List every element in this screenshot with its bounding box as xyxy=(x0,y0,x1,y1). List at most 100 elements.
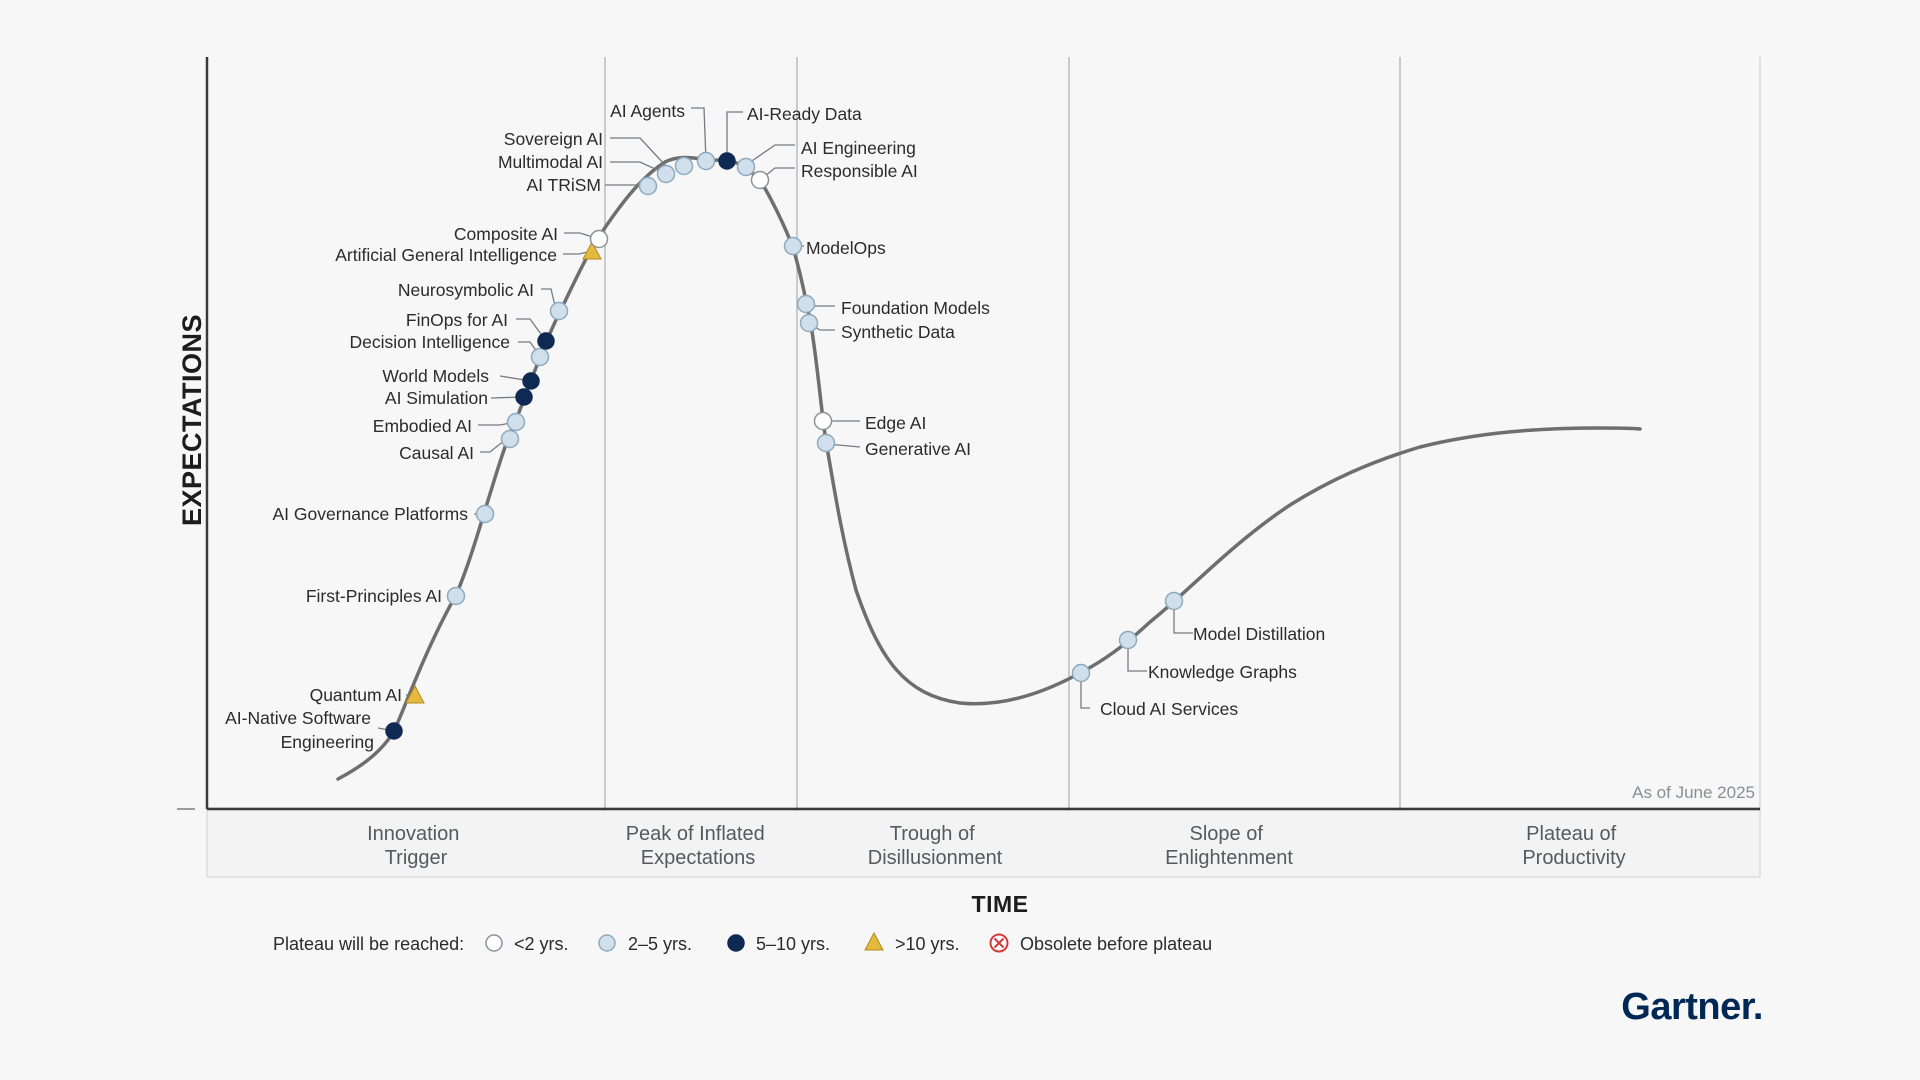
phase-label-trough: Trough of Disillusionment xyxy=(868,823,1003,869)
marker-embodied-ai xyxy=(506,412,526,432)
label-ai-ready-data: AI-Ready Data xyxy=(747,104,862,124)
marker-generative-ai xyxy=(816,433,836,453)
marker-finops-for-ai xyxy=(537,332,555,350)
leader-line xyxy=(1080,673,1090,709)
legend-marker-2to5 xyxy=(598,934,616,952)
label-ai-engineering: AI Engineering xyxy=(801,138,916,158)
leader-line xyxy=(1127,640,1147,672)
phase-label-line: Trough of xyxy=(890,823,975,845)
label-edge-ai: Edge AI xyxy=(865,413,926,433)
label-foundation-models: Foundation Models xyxy=(841,298,990,318)
label-multimodal-ai: Multimodal AI xyxy=(498,152,603,172)
phase-label-line: Expectations xyxy=(641,847,756,869)
label-knowledge-graphs: Knowledge Graphs xyxy=(1148,662,1297,682)
marker-model-distillation xyxy=(1164,591,1184,611)
label-first-principles-ai: First-Principles AI xyxy=(306,586,442,606)
legend-marker-5to10 xyxy=(727,934,745,952)
obsolete-icon-stroke xyxy=(993,937,1005,949)
leader-line xyxy=(691,107,707,162)
leader-line xyxy=(726,111,743,160)
marker-first-principles-ai xyxy=(446,586,466,606)
legend-marker-obsolete xyxy=(989,933,1009,953)
marker-quantum-ai xyxy=(405,684,425,704)
leader-lines xyxy=(377,107,1193,732)
label-ai-native-software-engineering-line1: AI-Native Software xyxy=(225,708,371,728)
phase-label-line: Disillusionment xyxy=(868,847,1003,869)
marker-world-models xyxy=(522,372,540,390)
marker-artificial-general-intelligence xyxy=(582,240,602,260)
label-generative-ai: Generative AI xyxy=(865,439,971,459)
label-sovereign-ai: Sovereign AI xyxy=(504,129,603,149)
marker-neurosymbolic-ai xyxy=(549,301,569,321)
phase-label-line: Slope of xyxy=(1190,823,1264,845)
leader-line xyxy=(541,288,557,311)
leader-line xyxy=(516,318,547,342)
legend-title: Plateau will be reached: xyxy=(273,934,464,954)
label-artificial-general-intelligence: Artificial General Intelligence xyxy=(335,245,557,265)
as-of-date: As of June 2025 xyxy=(1632,783,1755,802)
label-synthetic-data: Synthetic Data xyxy=(841,322,955,342)
marker-ai-engineering xyxy=(736,157,756,177)
label-cloud-ai-services: Cloud AI Services xyxy=(1100,699,1238,719)
phase-band xyxy=(206,807,1761,878)
label-neurosymbolic-ai: Neurosymbolic AI xyxy=(398,280,534,300)
technology-markers xyxy=(385,151,1184,740)
label-embodied-ai: Embodied AI xyxy=(373,416,472,436)
label-responsible-ai: Responsible AI xyxy=(801,161,918,181)
label-ai-native-software-engineering-line2: Engineering xyxy=(281,732,374,752)
marker-modelops xyxy=(783,236,803,256)
marker-causal-ai xyxy=(500,429,520,449)
label-modelops: ModelOps xyxy=(806,238,886,258)
y-axis-title: EXPECTATIONS xyxy=(177,314,207,526)
label-finops-for-ai: FinOps for AI xyxy=(406,310,508,330)
marker-edge-ai xyxy=(813,411,833,431)
x-axis-title: TIME xyxy=(972,891,1029,917)
leader-line xyxy=(745,144,795,166)
legend-marker-lt2 xyxy=(485,934,503,952)
phase-label-peak: Peak of Inflated Expectations xyxy=(626,823,771,869)
phase-label-line: Trigger xyxy=(385,847,448,869)
phase-label-plateau: Plateau of Productivity xyxy=(1522,823,1625,869)
phase-label-line: Productivity xyxy=(1522,847,1625,869)
legend-label-lt2: <2 yrs. xyxy=(514,934,569,954)
marker-sovereign-ai xyxy=(674,156,694,176)
marker-ai-governance-platforms xyxy=(475,504,495,524)
marker-ai-simulation xyxy=(515,388,533,406)
phase-label-innovation-trigger: Innovation Trigger xyxy=(367,823,465,869)
marker-foundation-models xyxy=(796,294,816,314)
label-causal-ai: Causal AI xyxy=(399,443,474,463)
technology-labels: AI-Native Software Engineering Quantum A… xyxy=(225,101,1325,752)
phase-label-line: Innovation xyxy=(367,823,459,845)
legend-label-gt10: >10 yrs. xyxy=(895,934,960,954)
legend-marker-gt10 xyxy=(864,931,884,951)
leader-line xyxy=(610,137,667,167)
legend-label-2to5: 2–5 yrs. xyxy=(628,934,692,954)
marker-synthetic-data xyxy=(799,313,819,333)
label-decision-intelligence: Decision Intelligence xyxy=(349,332,510,352)
phase-label-line: Plateau of xyxy=(1526,823,1617,845)
marker-ai-trism xyxy=(638,176,658,196)
label-ai-trism: AI TRiSM xyxy=(526,175,601,195)
marker-ai-ready-data xyxy=(718,152,736,170)
label-ai-governance-platforms: AI Governance Platforms xyxy=(273,504,469,524)
label-ai-agents: AI Agents xyxy=(610,101,685,121)
marker-ai-agents xyxy=(696,151,716,171)
leader-line xyxy=(610,161,667,175)
marker-decision-intelligence xyxy=(530,347,550,367)
label-quantum-ai: Quantum AI xyxy=(310,685,402,705)
marker-composite-ai xyxy=(589,229,609,249)
marker-knowledge-graphs xyxy=(1118,630,1138,650)
phase-label-line: Enlightenment xyxy=(1165,847,1293,869)
label-ai-simulation: AI Simulation xyxy=(385,388,488,408)
label-world-models: World Models xyxy=(382,366,489,386)
marker-cloud-ai-services xyxy=(1071,663,1091,683)
label-model-distillation: Model Distillation xyxy=(1193,624,1325,644)
leader-line xyxy=(1173,601,1193,634)
marker-multimodal-ai xyxy=(656,164,676,184)
marker-responsible-ai xyxy=(750,170,770,190)
marker-ai-native-software-engineering xyxy=(385,722,403,740)
phase-label-line: Peak of Inflated xyxy=(626,823,765,845)
label-composite-ai: Composite AI xyxy=(454,224,558,244)
